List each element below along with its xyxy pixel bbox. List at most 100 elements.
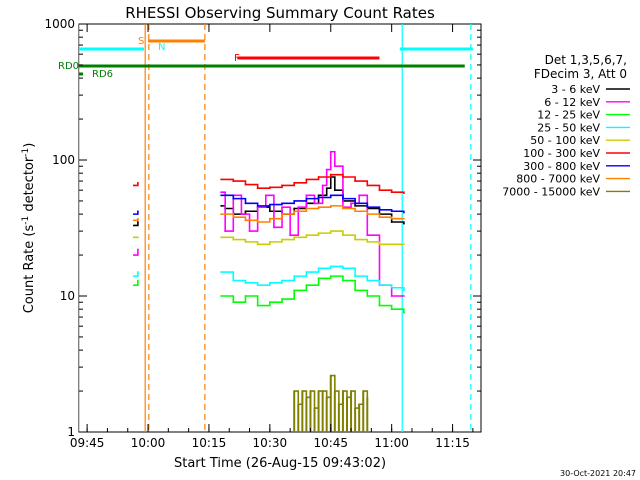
flag-label: F <box>234 53 240 64</box>
series-point <box>281 213 283 216</box>
series-point <box>313 202 316 205</box>
series-point <box>220 236 223 239</box>
x-tick-label: 10:00 <box>131 436 166 450</box>
series-point <box>390 221 393 223</box>
series-point <box>256 206 259 209</box>
series-point <box>402 289 405 292</box>
series-point <box>390 210 393 213</box>
series-point <box>329 265 332 268</box>
series-line <box>133 194 405 215</box>
series-point <box>317 277 320 280</box>
series-point <box>317 206 320 209</box>
series-point <box>256 187 259 190</box>
series-point <box>136 236 139 239</box>
series-point <box>305 197 308 200</box>
series-point <box>132 224 135 227</box>
series-point <box>305 271 308 273</box>
series-point <box>289 234 292 237</box>
series-point <box>136 217 139 220</box>
series-point <box>329 194 332 197</box>
series-point <box>390 286 393 289</box>
flag-label: RD0 <box>58 61 79 72</box>
series-point <box>305 194 308 197</box>
series-point <box>342 267 344 270</box>
y-tick-label: 10 <box>60 289 75 303</box>
series-point <box>136 248 139 251</box>
series-point <box>240 213 243 216</box>
series-point <box>244 219 247 222</box>
series-point <box>232 197 235 200</box>
y-tick-label: 1000 <box>44 17 75 31</box>
series-point <box>256 243 259 246</box>
series-line <box>133 230 404 246</box>
series-point <box>378 189 381 192</box>
series-point <box>305 178 308 181</box>
series-point <box>366 240 369 243</box>
series-point <box>358 194 361 197</box>
series-point <box>333 165 336 168</box>
series-point <box>220 178 223 181</box>
flag-label: N <box>158 42 165 53</box>
series-point <box>244 281 247 284</box>
y-axis-label-part: detector <box>22 156 37 216</box>
series-point <box>268 281 271 284</box>
series-point <box>232 301 235 304</box>
series-point <box>366 184 369 187</box>
series-point <box>378 284 381 287</box>
series-point <box>354 180 357 182</box>
series-point <box>366 234 369 237</box>
series-point <box>354 289 357 292</box>
series-point <box>136 279 139 282</box>
series-point <box>305 284 308 287</box>
series-point <box>402 217 405 220</box>
chart-title: RHESSI Observing Summary Count Rates <box>125 4 435 22</box>
series-line <box>133 205 404 223</box>
series-point <box>305 207 308 210</box>
flag-label: S <box>138 36 144 47</box>
series-point <box>317 267 320 270</box>
series-point <box>281 184 283 187</box>
series-point <box>244 202 247 205</box>
series-point <box>132 184 135 187</box>
y-axis-label-part: ) <box>22 143 37 148</box>
y-axis-label: Count Rate (s-1 detector-1) <box>21 143 37 314</box>
series-point <box>354 202 357 205</box>
series-point <box>325 187 328 190</box>
series-point <box>132 213 135 216</box>
legend-label: 800 - 7000 keV <box>516 173 600 186</box>
series-point <box>264 194 267 197</box>
series-point <box>281 202 283 205</box>
series-point <box>132 219 135 222</box>
series-point <box>232 238 235 241</box>
series-point <box>256 221 259 223</box>
series-point <box>268 301 271 304</box>
series-point <box>317 194 320 197</box>
series-line <box>133 176 405 227</box>
series-point <box>232 279 235 282</box>
series-point <box>366 206 369 209</box>
series-point <box>132 284 135 287</box>
series-point <box>268 210 271 213</box>
legend-label: 100 - 300 keV <box>523 147 600 160</box>
series-point <box>268 240 271 243</box>
series-point <box>390 243 393 246</box>
series-point <box>354 238 357 241</box>
series-point <box>402 211 405 214</box>
series-point <box>232 216 235 219</box>
legend-label: 300 - 800 keV <box>523 160 600 173</box>
x-tick-label: 10:45 <box>313 436 348 450</box>
series-point <box>342 197 344 200</box>
x-tick-label: 11:00 <box>374 436 409 450</box>
series-point <box>305 234 308 237</box>
x-tick-label: 10:15 <box>192 436 227 450</box>
series-point <box>329 230 332 233</box>
series-point <box>293 200 296 202</box>
series-point <box>350 202 352 205</box>
legend-label: 6 - 12 keV <box>544 96 600 109</box>
series-point <box>354 275 357 278</box>
series-point <box>248 230 251 233</box>
series-point <box>273 226 275 229</box>
series-point <box>378 208 381 211</box>
series-point <box>244 295 247 297</box>
series-point <box>342 279 344 282</box>
